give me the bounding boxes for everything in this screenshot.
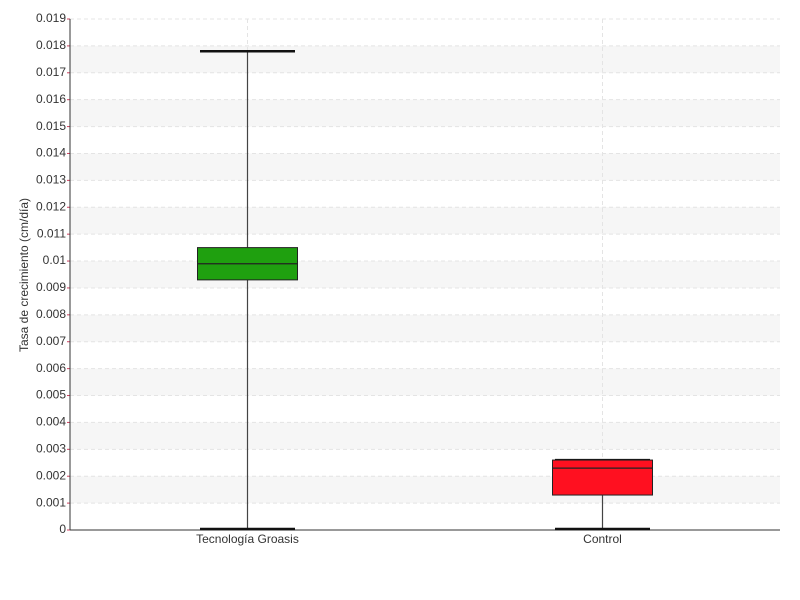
- x-tick-label: Tecnología Groasis: [196, 532, 299, 546]
- y-tick-label: 0.006: [36, 361, 66, 375]
- grid-band: [70, 368, 780, 396]
- y-tick-label: 0.011: [37, 226, 66, 240]
- y-tick-label: 0.009: [36, 280, 66, 294]
- x-tick-label: Control: [583, 532, 622, 546]
- y-tick-label: 0.004: [36, 415, 66, 429]
- y-tick-label: 0.013: [36, 173, 66, 187]
- y-tick-label: 0.019: [36, 11, 66, 25]
- y-tick-label: 0: [59, 522, 66, 536]
- box: [552, 459, 653, 496]
- y-axis-label: Tasa de crecimiento (cm/día): [17, 198, 31, 352]
- y-tick-label: 0.016: [36, 92, 66, 106]
- y-tick-label: 0.01: [43, 253, 67, 267]
- grid-band: [70, 207, 780, 235]
- y-tick-label: 0.018: [36, 38, 66, 52]
- y-tick-label: 0.007: [36, 334, 66, 348]
- y-tick-label: 0.008: [36, 307, 66, 321]
- y-tick-label: 0.015: [36, 119, 66, 133]
- grid-band: [70, 153, 780, 181]
- grid-band: [70, 422, 780, 450]
- y-tick-label: 0.003: [36, 441, 66, 455]
- grid-band: [70, 476, 780, 504]
- grid-band: [70, 314, 780, 342]
- y-tick-label: 0.005: [36, 388, 66, 402]
- grid-band: [70, 99, 780, 127]
- grid-band: [70, 45, 780, 73]
- y-tick-label: 0.002: [36, 468, 66, 482]
- y-tick-label: 0.014: [36, 146, 66, 160]
- y-tick-label: 0.017: [36, 65, 66, 79]
- y-tick-label: 0.012: [36, 199, 66, 213]
- grid-band: [70, 261, 780, 288]
- y-tick-label: 0.001: [36, 495, 66, 509]
